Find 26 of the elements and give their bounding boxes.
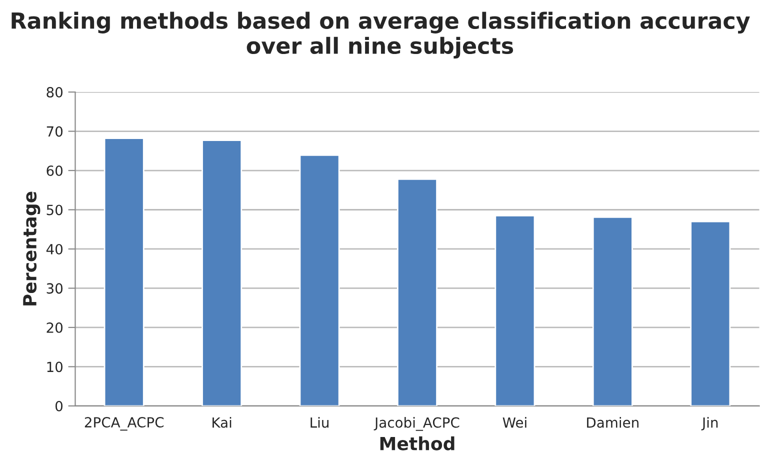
y-tick-label: 20 (46, 322, 63, 333)
x-tick-label: Damien (587, 417, 638, 428)
x-tick-label: 2PCA_ACPC (84, 417, 164, 431)
x-axis-title: Method (380, 436, 454, 450)
x-tick-label: Liu (310, 417, 328, 428)
x-tick-label: Jin (701, 417, 718, 430)
bar (397, 178, 438, 406)
y-tick-label: 30 (46, 283, 63, 294)
y-tick-label: 60 (46, 165, 63, 176)
bar (494, 214, 536, 406)
y-tick-label: 80 (46, 87, 63, 98)
bar (104, 138, 144, 406)
bar (690, 220, 731, 406)
y-tick-label: 10 (47, 362, 63, 372)
bar (202, 140, 242, 406)
y-tick-label: 0 (56, 400, 63, 412)
x-tick-label: Kai (212, 417, 232, 428)
y-axis-title: Percentage (23, 192, 40, 306)
y-tick-label: 50 (46, 204, 63, 216)
x-tick-label: Jacobi_ACPC (374, 417, 460, 431)
x-tick-label: Wei (502, 417, 526, 428)
y-tick-label: 40 (46, 244, 63, 254)
bar (592, 216, 633, 406)
y-tick-label: 70 (46, 126, 63, 137)
chart-title: Ranking methods based on average classification accuracy over all nine subjects (12, 12, 750, 59)
bar (299, 154, 340, 406)
